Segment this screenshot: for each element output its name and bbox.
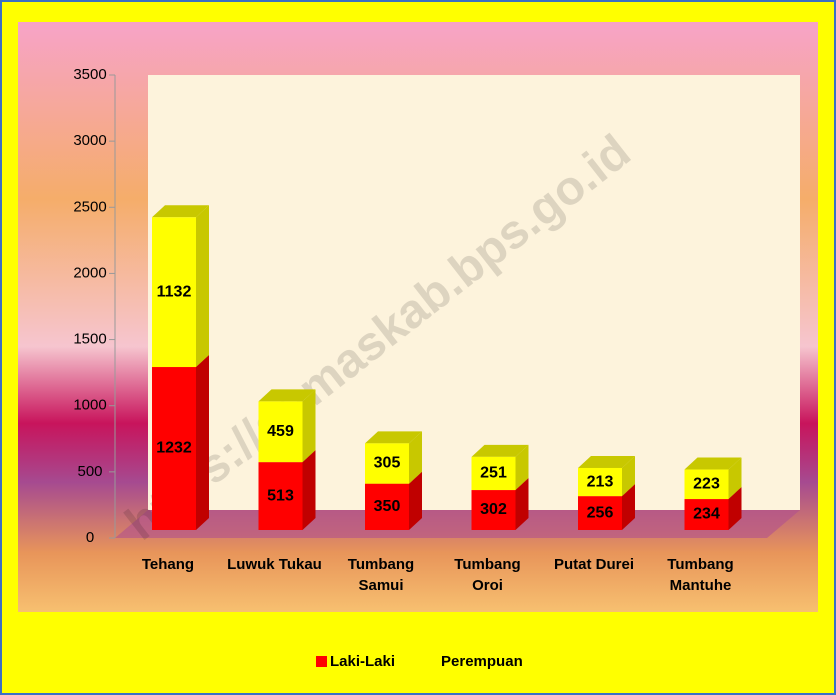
x-tick-label: Tumbang Samui xyxy=(347,556,415,594)
bar xyxy=(578,496,622,530)
bar-side xyxy=(196,205,209,368)
bar xyxy=(471,490,516,530)
bar-top xyxy=(152,205,209,218)
data-label: 256 xyxy=(587,504,614,521)
x-tick-label: Tumbang Mantuhe xyxy=(667,556,734,594)
bar xyxy=(471,456,516,491)
bar-side xyxy=(302,389,316,463)
data-label: 234 xyxy=(693,506,720,523)
y-tick-label: 2000 xyxy=(73,264,106,281)
data-label: 459 xyxy=(267,423,294,440)
back-wall xyxy=(148,75,800,510)
bar xyxy=(258,401,303,463)
bar-side xyxy=(196,355,209,530)
y-tick-label: 1500 xyxy=(73,331,106,348)
bar xyxy=(365,443,409,484)
bar-side xyxy=(515,444,529,491)
legend-swatch xyxy=(427,656,439,667)
data-label: 223 xyxy=(693,476,720,493)
data-label: 305 xyxy=(374,455,401,472)
data-label: 302 xyxy=(480,501,507,518)
y-tick-label: 0 xyxy=(86,529,94,546)
data-label: 1232 xyxy=(156,440,192,457)
x-tick-label: Putat Durei xyxy=(553,556,634,573)
bar-top xyxy=(578,455,635,468)
bar xyxy=(684,499,729,530)
bar xyxy=(684,469,729,500)
bar xyxy=(365,483,409,530)
bar-side xyxy=(409,431,422,484)
legend-label: Laki-Laki xyxy=(330,653,395,670)
bar xyxy=(258,462,303,530)
data-label: 213 xyxy=(587,473,614,490)
bar xyxy=(152,217,196,368)
y-tick-label: 3500 xyxy=(73,66,106,83)
bar-top xyxy=(471,444,529,457)
data-label: 513 xyxy=(267,487,294,504)
bar-side xyxy=(515,478,529,530)
bar-side xyxy=(409,471,422,530)
bar-top xyxy=(258,389,316,402)
bar-side xyxy=(728,487,742,530)
x-tick-label: Tumbang Oroi xyxy=(454,556,521,594)
bar xyxy=(578,467,622,497)
bar-side xyxy=(728,457,742,500)
legend-swatch xyxy=(316,656,327,667)
bar-top xyxy=(365,431,422,444)
y-tick-label: 500 xyxy=(77,463,102,480)
legend-label: Perempuan xyxy=(441,653,523,670)
y-tick-label: 3000 xyxy=(73,132,106,149)
bar-side xyxy=(622,484,635,530)
y-tick-label: 2500 xyxy=(73,198,106,215)
data-label: 251 xyxy=(480,465,507,482)
bar-top xyxy=(684,457,742,470)
y-tick-label: 1000 xyxy=(73,397,106,414)
bar-side xyxy=(302,450,316,530)
data-label: 350 xyxy=(374,498,401,515)
bar-side xyxy=(622,455,635,497)
x-tick-label: Tehang xyxy=(141,556,195,573)
bar xyxy=(152,367,196,530)
data-label: 1132 xyxy=(157,283,192,300)
x-tick-label: Luwuk Tukau xyxy=(227,556,322,573)
